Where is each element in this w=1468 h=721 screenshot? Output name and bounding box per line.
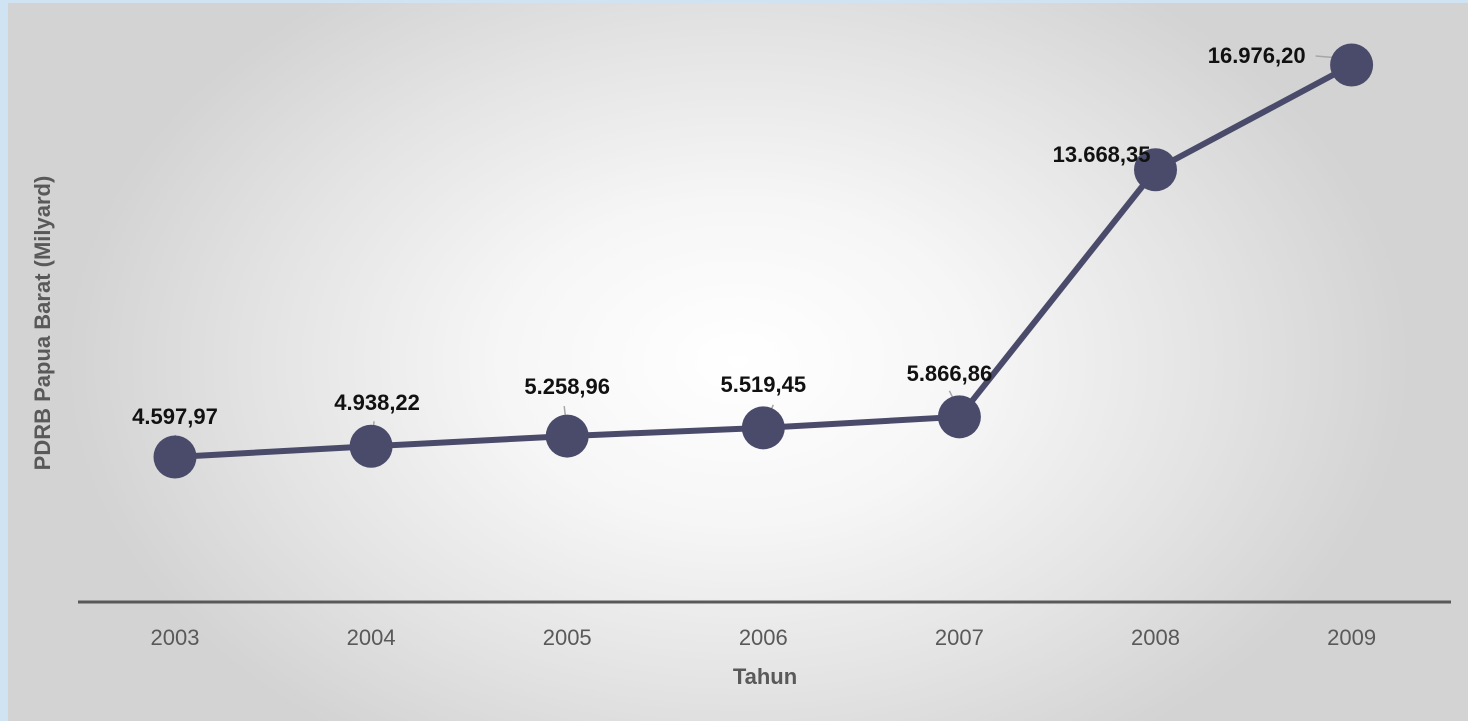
- data-label-2004: 4.938,22: [334, 390, 420, 415]
- x-tick-label-2006: 2006: [739, 625, 788, 650]
- x-tick-label-2009: 2009: [1327, 625, 1376, 650]
- data-label-2009: 16.976,20: [1208, 43, 1306, 68]
- marker-2006: [741, 406, 785, 450]
- markers: [153, 43, 1374, 479]
- data-label-2003: 4.597,97: [132, 404, 218, 429]
- x-tick-label-2007: 2007: [935, 625, 984, 650]
- data-label-2008: 13.668,35: [1053, 142, 1151, 167]
- x-tick-label-2004: 2004: [347, 625, 396, 650]
- x-axis-title: Tahun: [733, 664, 797, 689]
- line-chart: 4.597,97 4.938,22 5.258,96 5.519,45 5.866,86…: [30, 43, 1451, 689]
- x-tick-label-2008: 2008: [1131, 625, 1180, 650]
- marker-2007: [937, 395, 981, 439]
- x-tick-label-2005: 2005: [543, 625, 592, 650]
- x-tick-label-2003: 2003: [151, 625, 200, 650]
- marker-2003: [153, 435, 197, 479]
- data-labels: 4.597,97 4.938,22 5.258,96 5.519,45 5.866,86…: [132, 43, 1305, 429]
- data-label-2006: 5.519,45: [720, 372, 806, 397]
- x-tick-labels: 2003 2004 2005 2006 2007 2008 2009: [151, 625, 1377, 650]
- chart-area: 4.597,97 4.938,22 5.258,96 5.519,45 5.866,86…: [8, 3, 1468, 721]
- data-label-2005: 5.258,96: [524, 374, 610, 399]
- marker-2009: [1330, 43, 1374, 87]
- marker-2008: [1134, 148, 1177, 192]
- data-label-2007: 5.866,86: [907, 361, 993, 386]
- marker-2004: [349, 424, 393, 468]
- marker-2005: [545, 414, 589, 458]
- y-axis-title: PDRB Papua Barat (Milyard): [30, 176, 55, 471]
